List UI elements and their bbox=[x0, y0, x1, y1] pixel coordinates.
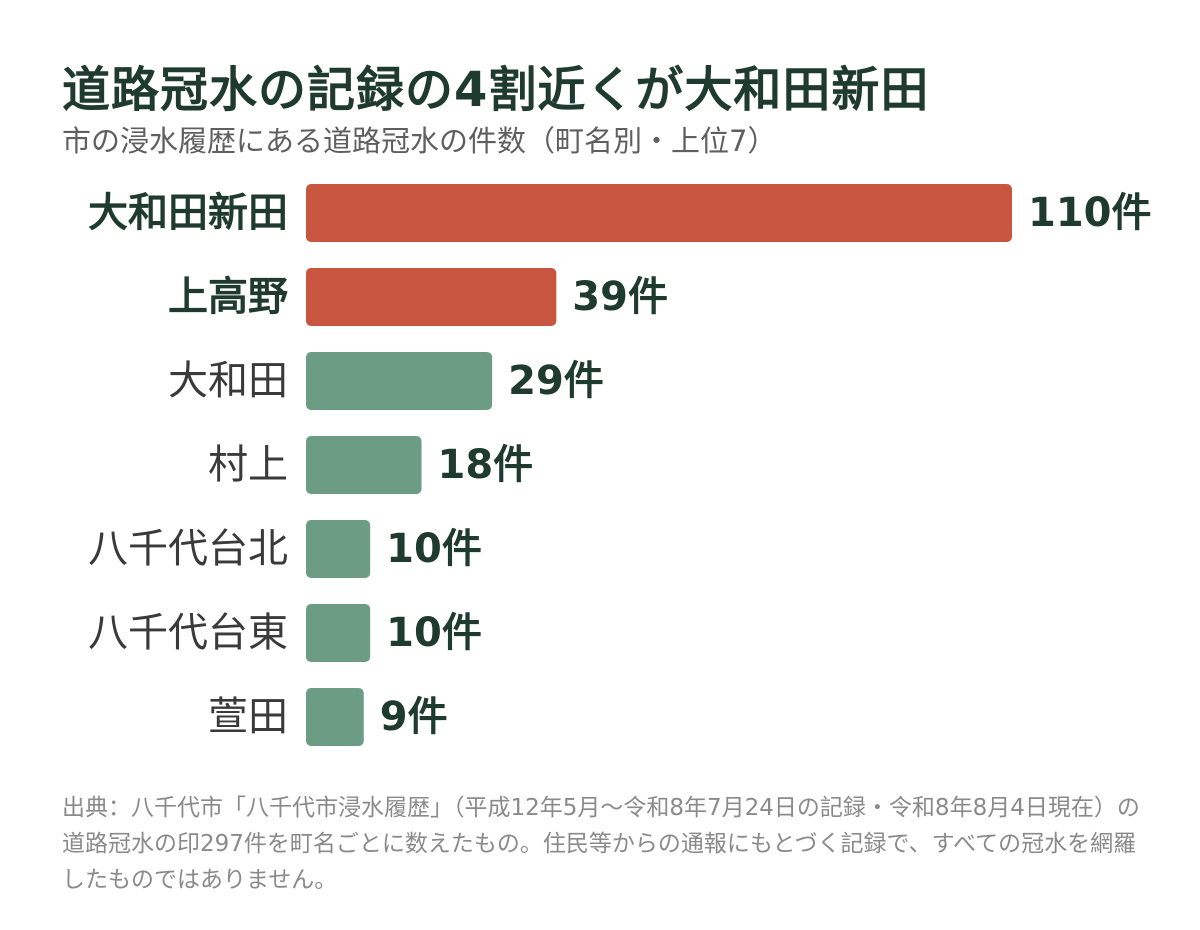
category-label: 八千代台東 bbox=[88, 610, 288, 656]
bar bbox=[306, 688, 364, 746]
bar bbox=[306, 520, 371, 578]
category-label: 村上 bbox=[208, 442, 288, 488]
bar bbox=[306, 268, 557, 326]
category-label: 大和田新田 bbox=[88, 190, 288, 236]
bar bbox=[306, 436, 422, 494]
category-label: 上高野 bbox=[168, 274, 288, 320]
value-label: 39件 bbox=[572, 274, 668, 320]
value-label: 10件 bbox=[386, 610, 482, 656]
value-label: 29件 bbox=[508, 358, 604, 404]
category-label: 萱田 bbox=[208, 694, 288, 740]
bar bbox=[306, 352, 493, 410]
category-label: 大和田 bbox=[168, 358, 288, 404]
value-label: 10件 bbox=[386, 526, 482, 572]
bar bbox=[306, 604, 371, 662]
value-label: 110件 bbox=[1028, 190, 1152, 236]
chart-title: 道路冠水の記録の4割近くが大和田新田 bbox=[62, 62, 930, 118]
source-note: 出典：八千代市「八千代市浸水履歴」（平成12年5月～令和8年7月24日の記録・令… bbox=[62, 795, 1140, 893]
category-label: 八千代台北 bbox=[88, 526, 288, 572]
value-label: 9件 bbox=[380, 694, 448, 740]
bar bbox=[306, 184, 1012, 242]
value-label: 18件 bbox=[438, 442, 534, 488]
chart-subtitle: 市の浸水履歴にある道路冠水の件数（町名別・上位7） bbox=[62, 124, 777, 158]
